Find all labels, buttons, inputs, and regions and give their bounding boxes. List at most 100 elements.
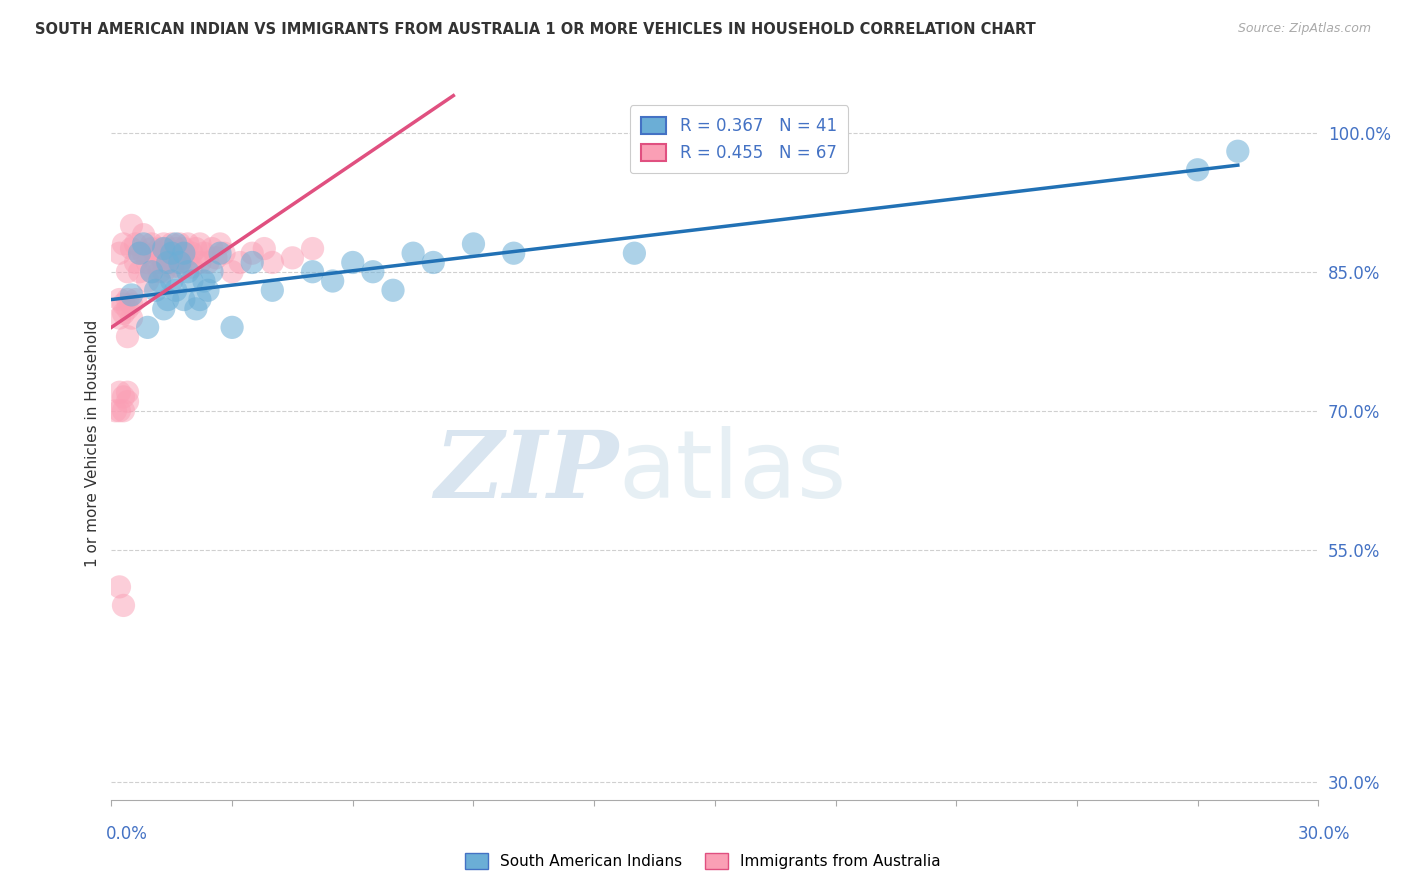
Point xyxy=(177,236,200,251)
Point xyxy=(117,329,139,343)
Point xyxy=(281,251,304,265)
Point xyxy=(322,274,344,288)
Point xyxy=(165,255,187,269)
Point xyxy=(253,242,276,256)
Point xyxy=(141,242,163,256)
Point xyxy=(184,301,207,316)
Point xyxy=(108,404,131,418)
Text: SOUTH AMERICAN INDIAN VS IMMIGRANTS FROM AUSTRALIA 1 OR MORE VEHICLES IN HOUSEHO: SOUTH AMERICAN INDIAN VS IMMIGRANTS FROM… xyxy=(35,22,1036,37)
Point xyxy=(152,242,174,256)
Point xyxy=(301,265,323,279)
Point xyxy=(112,236,135,251)
Y-axis label: 1 or more Vehicles in Household: 1 or more Vehicles in Household xyxy=(86,319,100,566)
Point xyxy=(117,265,139,279)
Point xyxy=(188,293,211,307)
Point xyxy=(361,265,384,279)
Point xyxy=(121,297,143,311)
Point xyxy=(240,255,263,269)
Point xyxy=(262,283,284,297)
Point xyxy=(221,265,243,279)
Point xyxy=(160,274,183,288)
Point xyxy=(112,306,135,320)
Text: Source: ZipAtlas.com: Source: ZipAtlas.com xyxy=(1237,22,1371,36)
Point xyxy=(382,283,405,297)
Legend: R = 0.367   N = 41, R = 0.455   N = 67: R = 0.367 N = 41, R = 0.455 N = 67 xyxy=(630,105,848,173)
Point xyxy=(180,246,202,260)
Point xyxy=(208,246,231,260)
Point xyxy=(136,320,159,334)
Point xyxy=(173,242,195,256)
Point xyxy=(124,293,146,307)
Point xyxy=(188,236,211,251)
Point xyxy=(141,265,163,279)
Point xyxy=(169,236,191,251)
Point xyxy=(173,246,195,260)
Point xyxy=(173,251,195,265)
Point xyxy=(156,255,179,269)
Text: 30.0%: 30.0% xyxy=(1298,825,1350,843)
Point xyxy=(165,246,187,260)
Point xyxy=(136,255,159,269)
Text: 0.0%: 0.0% xyxy=(105,825,148,843)
Point xyxy=(1187,162,1209,177)
Text: ZIP: ZIP xyxy=(434,426,619,516)
Point xyxy=(149,265,172,279)
Point xyxy=(128,265,150,279)
Point xyxy=(197,255,219,269)
Point xyxy=(262,255,284,269)
Point xyxy=(160,246,183,260)
Point xyxy=(221,320,243,334)
Point xyxy=(342,255,364,269)
Point xyxy=(121,219,143,233)
Point xyxy=(112,390,135,404)
Point xyxy=(169,255,191,269)
Point xyxy=(173,293,195,307)
Point xyxy=(180,274,202,288)
Point xyxy=(132,236,155,251)
Point xyxy=(201,265,224,279)
Point xyxy=(132,227,155,242)
Point xyxy=(165,236,187,251)
Text: atlas: atlas xyxy=(619,425,846,517)
Point xyxy=(141,236,163,251)
Point xyxy=(201,242,224,256)
Point xyxy=(104,404,127,418)
Point xyxy=(165,283,187,297)
Point xyxy=(152,301,174,316)
Point xyxy=(165,242,187,256)
Point xyxy=(124,255,146,269)
Point xyxy=(156,242,179,256)
Point xyxy=(160,236,183,251)
Point xyxy=(136,274,159,288)
Point xyxy=(177,255,200,269)
Point xyxy=(193,246,215,260)
Point xyxy=(149,246,172,260)
Point xyxy=(141,265,163,279)
Point xyxy=(623,246,645,260)
Point xyxy=(108,246,131,260)
Point xyxy=(160,260,183,274)
Point xyxy=(301,242,323,256)
Point xyxy=(1226,145,1249,159)
Point xyxy=(112,297,135,311)
Point xyxy=(240,246,263,260)
Point xyxy=(208,236,231,251)
Point xyxy=(121,242,143,256)
Point xyxy=(145,255,167,269)
Point xyxy=(177,265,200,279)
Point xyxy=(169,246,191,260)
Point xyxy=(112,404,135,418)
Point xyxy=(463,236,485,251)
Point xyxy=(197,283,219,297)
Point xyxy=(212,246,235,260)
Point xyxy=(502,246,524,260)
Point xyxy=(121,311,143,326)
Point xyxy=(152,236,174,251)
Point xyxy=(108,580,131,594)
Point xyxy=(188,255,211,269)
Point xyxy=(149,242,172,256)
Point xyxy=(149,274,172,288)
Point xyxy=(108,311,131,326)
Point xyxy=(117,293,139,307)
Point xyxy=(422,255,444,269)
